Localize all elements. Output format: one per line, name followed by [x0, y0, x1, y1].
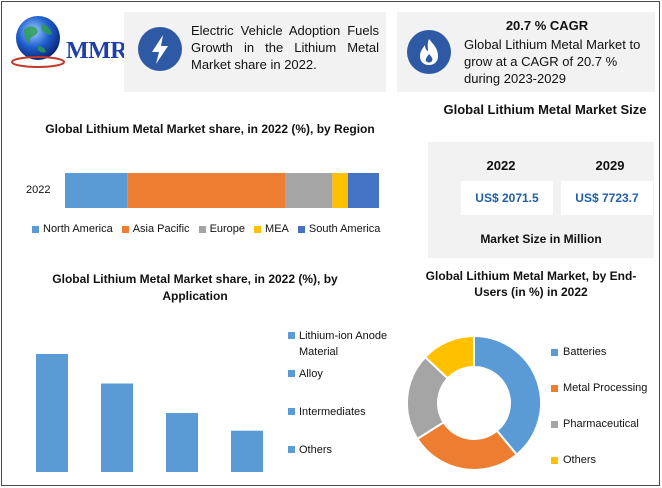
region-year-label: 2022	[26, 184, 51, 196]
application-legend-item: Intermediates	[288, 404, 388, 420]
legend-swatch	[288, 370, 295, 377]
legend-swatch	[121, 225, 129, 233]
region-legend-label: Asia Pacific	[132, 223, 190, 235]
region-bar-segment-mea	[332, 173, 348, 208]
adoption-text: Electric Vehicle Adoption Fuels Growth i…	[191, 23, 379, 72]
adoption-card: Electric Vehicle Adoption Fuels Growth i…	[124, 12, 386, 92]
region-chart-title: Global Lithium Metal Market share, in 20…	[45, 122, 375, 136]
cagr-text: Global Lithium Metal Market to grow at a…	[464, 37, 641, 86]
region-legend-item: North America	[32, 223, 113, 235]
market-size-year-2022: 2022	[486, 158, 516, 173]
market-size-year-2029: 2029	[595, 158, 625, 173]
application-legend-item: Others	[288, 442, 388, 458]
end-users-legend-label: Others	[563, 454, 597, 466]
region-legend-item: Asia Pacific	[121, 223, 190, 235]
application-bar-alloy	[101, 383, 133, 472]
end-users-legend-label: Pharmaceutical	[563, 418, 639, 430]
cagr-title: 20.7 % CAGR	[505, 18, 589, 33]
lightning-bolt-icon	[138, 27, 182, 71]
region-bar-segment-europe	[285, 173, 333, 208]
market-size-footer: Market Size in Million	[480, 232, 602, 246]
application-legend-label: Others	[299, 444, 333, 456]
end-users-chart-title: Global Lithium Metal Market, by End-User…	[425, 269, 637, 299]
donut-slice-batteries	[473, 334, 542, 457]
end-users-legend-item: Pharmaceutical	[551, 418, 639, 430]
logo: MMR	[8, 12, 128, 72]
region-bar-segment-south-america	[347, 173, 379, 208]
legend-swatch	[551, 384, 558, 392]
application-bar-others	[231, 430, 263, 472]
flame-icon	[407, 30, 451, 74]
application-legend-item: Alloy	[288, 366, 388, 382]
region-legend-item: MEA	[254, 223, 289, 235]
legend-swatch	[297, 225, 305, 233]
application-legend-label: Intermediates	[299, 406, 366, 418]
cagr-card: 20.7 % CAGR Global Lithium Metal Market …	[397, 12, 655, 92]
application-legend-label: Lithium-ion Anode Material	[299, 330, 388, 358]
region-bar-segment-asia-pacific	[127, 173, 286, 208]
region-legend-label: North America	[43, 223, 113, 235]
market-size-panel: 2022 2029 US$ 2071.5 US$ 7723.7 Market S…	[428, 142, 654, 258]
legend-swatch	[551, 456, 558, 464]
market-size-value-2022: US$ 2071.5	[461, 181, 553, 215]
region-legend-item: Europe	[198, 223, 246, 235]
end-users-legend-item: Others	[551, 454, 596, 466]
application-legend-item: Lithium-ion Anode Material	[288, 328, 388, 360]
legend-swatch	[551, 420, 558, 428]
application-bar-intermediates	[166, 413, 198, 472]
legend-swatch	[32, 225, 39, 233]
region-legend: North America Asia Pacific Europe MEA South …	[32, 223, 380, 235]
region-legend-label: MEA	[265, 223, 289, 235]
market-size-value-2029: US$ 7723.7	[561, 181, 653, 215]
legend-swatch	[198, 225, 206, 233]
end-users-legend-label: Metal Processing	[563, 382, 648, 394]
region-legend-label: South America	[308, 223, 381, 235]
donut-slice-others	[423, 334, 475, 380]
legend-swatch	[551, 348, 558, 356]
legend-swatch	[288, 408, 295, 415]
market-size-title: Global Lithium Metal Market Size	[443, 102, 647, 117]
region-legend-label: Europe	[209, 223, 246, 235]
end-users-legend-item: Metal Processing	[551, 382, 647, 394]
region-bar-segment-north-america	[65, 173, 128, 208]
application-legend-label: Alloy	[299, 368, 323, 380]
legend-swatch	[254, 225, 262, 233]
end-users-legend-item: Batteries	[551, 346, 606, 358]
legend-swatch	[288, 446, 295, 453]
legend-swatch	[288, 332, 295, 339]
application-chart-title: Global Lithium Metal Market share, in 20…	[52, 272, 338, 303]
application-bar-lithium-ion-anode-material	[36, 354, 68, 472]
end-users-legend-label: Batteries	[563, 346, 607, 358]
globe-icon	[11, 16, 65, 68]
region-legend-item: South America	[297, 223, 381, 235]
logo-text: MMR	[66, 38, 128, 64]
